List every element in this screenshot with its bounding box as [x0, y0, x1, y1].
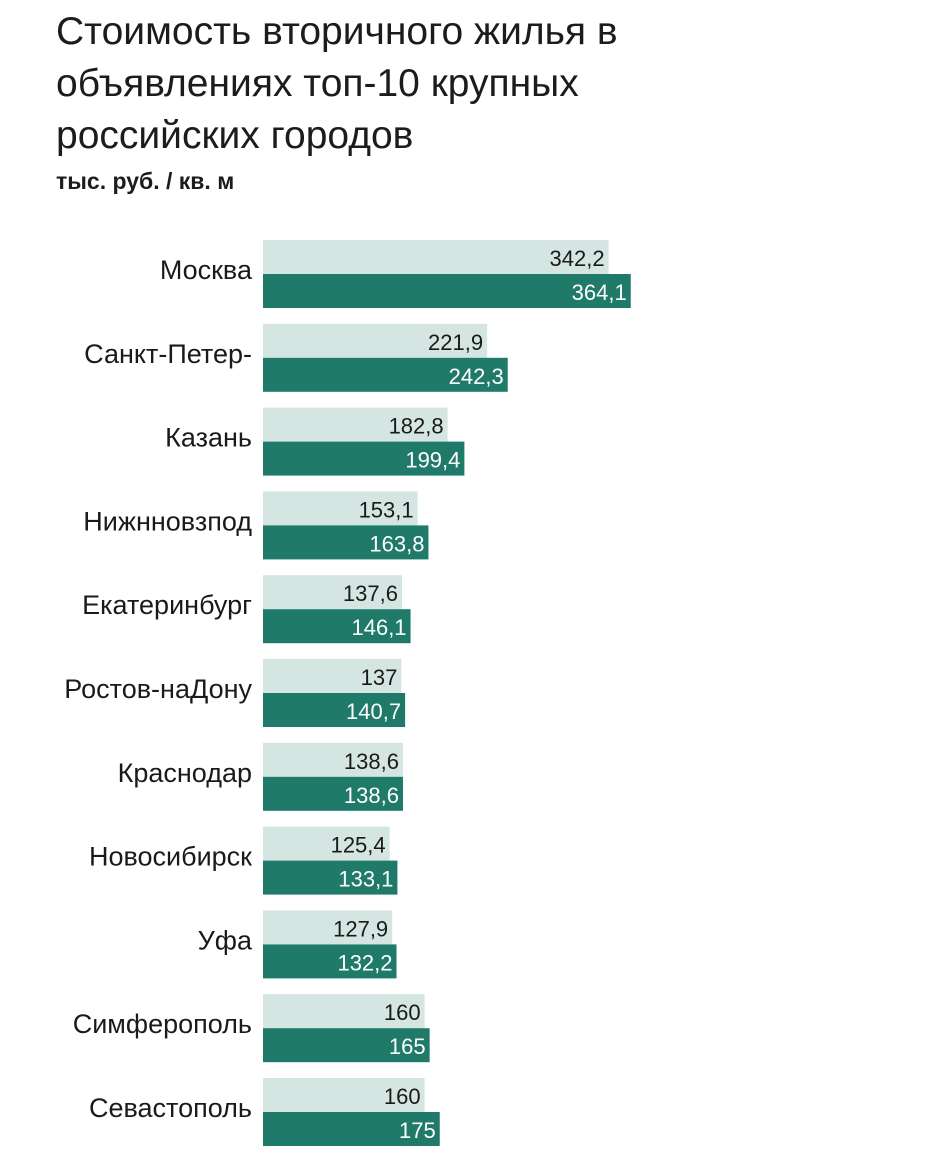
bar-light: [263, 910, 393, 945]
category-label: Краснодар: [118, 758, 252, 788]
bar-value-dark: 242,3: [449, 364, 504, 389]
bar-light: [263, 659, 402, 693]
bar-dark: [263, 776, 403, 811]
category-label: Казань: [165, 423, 252, 453]
bar-value-light: 342,2: [550, 246, 605, 271]
category-label: Ростов-наДону: [64, 674, 252, 704]
bar-value-light: 125,4: [331, 833, 386, 858]
category-label: Нижнновзпод: [83, 506, 252, 536]
bar-value-light: 160: [384, 1084, 421, 1109]
bar-light: [263, 575, 402, 610]
bar-dark: [263, 357, 508, 392]
bar-value-dark: 163,8: [369, 531, 424, 556]
bar-light: [263, 491, 418, 526]
bar-dark: [263, 1028, 430, 1063]
bar-value-light: 153,1: [359, 497, 414, 522]
bar-value-light: 182,8: [389, 414, 444, 439]
bar-value-light: 127,9: [333, 916, 388, 941]
bar-dark: [263, 441, 465, 476]
bar-value-dark: 175: [399, 1118, 436, 1143]
category-label: Севастополь: [89, 1093, 252, 1123]
bar-dark: [263, 693, 406, 727]
bar-value-dark: 140,7: [346, 699, 401, 724]
category-label: Екатеринбург: [82, 590, 252, 620]
bar-value-dark: 138,6: [344, 783, 399, 808]
category-label: Москва: [160, 255, 253, 285]
bar-light: [263, 240, 609, 274]
category-label: Санкт-Петер-: [84, 339, 252, 369]
bar-value-dark: 199,4: [405, 448, 460, 473]
bar-light: [263, 407, 448, 442]
category-label: Уфа: [198, 925, 253, 955]
category-label: Симферополь: [73, 1009, 252, 1039]
bar-value-dark: 364,1: [572, 280, 627, 305]
bar-value-dark: 132,2: [337, 950, 392, 975]
bar-light: [263, 323, 488, 358]
chart-title: Стоимость вторичного жилья в объявлениях…: [56, 10, 618, 157]
bar-value-light: 137: [361, 665, 398, 690]
bar-value-light: 160: [384, 1000, 421, 1025]
bar-value-dark: 165: [389, 1034, 426, 1059]
bar-value-dark: 133,1: [338, 867, 393, 892]
bar-dark: [263, 274, 631, 308]
bar-dark: [263, 525, 429, 560]
bar-dark: [263, 609, 411, 644]
bar-value-dark: 146,1: [351, 615, 406, 640]
bar-light: [263, 826, 390, 861]
category-label: Новосибирск: [89, 842, 252, 872]
bar-light: [263, 742, 403, 777]
bar-light: [263, 994, 425, 1029]
bar-value-light: 221,9: [428, 330, 483, 355]
chart-subtitle: тыс. руб. / кв. м: [56, 168, 235, 194]
bar-dark: [263, 944, 397, 979]
bar-dark: [263, 860, 398, 895]
bar-value-light: 137,6: [343, 581, 398, 606]
bar-light: [263, 1078, 425, 1112]
bar-value-light: 138,6: [344, 749, 399, 774]
bar-dark: [263, 1112, 440, 1146]
